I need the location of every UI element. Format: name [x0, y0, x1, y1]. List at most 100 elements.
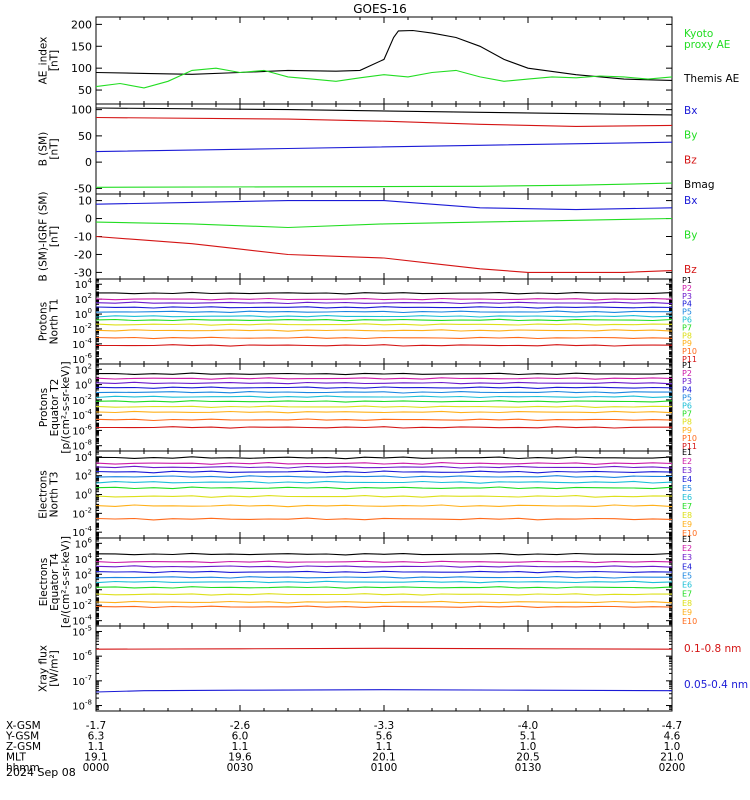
channel-label: E3	[682, 553, 692, 562]
y-tick-label: 102	[75, 567, 92, 581]
x-axis-table: X-GSM -1.7 -2.6 -3.3 -4.0 -4.7 Y-GSM 6.3 6.0 5.6 5…	[5, 720, 685, 774]
legend-entry: Bz	[684, 264, 697, 276]
y-tick-label: 50	[78, 130, 92, 143]
channel-label: P7	[682, 323, 692, 332]
channel-label: E3	[682, 466, 692, 475]
y-tick-label: 100	[75, 583, 92, 597]
series-themis-ae	[95, 29, 673, 81]
channel-label: E2	[682, 544, 692, 553]
legend-entry: 0.05-0.4 nm	[684, 679, 748, 691]
y-tick-label: 0	[85, 156, 92, 169]
x-row-value: 0000	[83, 762, 110, 774]
panel-frame	[95, 103, 673, 195]
x-row-value: 20.5	[516, 752, 539, 764]
channel-label: P11	[682, 355, 697, 364]
channel-line-p1	[96, 291, 673, 295]
channel-label: P4	[682, 385, 692, 394]
channel-line-p6	[95, 315, 673, 318]
channel-line-e1	[95, 552, 673, 556]
y-tick-label: 102	[75, 292, 92, 306]
legend-entry: proxy AE	[684, 39, 730, 51]
y-axis-label: B (SM)-IGRF (SM)	[38, 191, 50, 281]
channel-line-e1	[95, 456, 673, 460]
y-tick-label: 100	[71, 104, 92, 117]
channel-line-p1	[96, 372, 673, 376]
channel-line-p5	[95, 310, 672, 314]
channel-line-p8	[95, 405, 673, 408]
y-tick-label: 100	[75, 378, 92, 392]
y-axis-label: Equator T2	[49, 379, 61, 437]
x-row-label: Z-GSM	[6, 741, 41, 753]
legend-entry: Bmag	[684, 179, 715, 191]
channel-label: P1	[682, 361, 692, 370]
channel-label: P4	[682, 300, 692, 309]
channel-label: P6	[682, 402, 692, 411]
y-tick-label: 10-4	[72, 614, 92, 628]
y-axis-label: Protons	[38, 388, 50, 427]
channel-line-p10	[95, 336, 673, 340]
panel-frame	[95, 193, 673, 280]
series-by	[95, 217, 673, 229]
panel-bsm: -50 0 50 100 B (SM) [nT] Bx By Bz Bmag	[38, 103, 715, 195]
series-0-05-0-4-nm	[95, 689, 673, 693]
legend-entry: Kyoto	[684, 28, 713, 40]
x-row-value: 1.1	[88, 741, 105, 753]
panel-igrf: -30 -20 -10 0 10 B (SM)-IGRF (SM) [nT] Bx By Bz	[38, 191, 698, 281]
y-tick-label: 104	[75, 277, 93, 291]
y-tick-label: 10-6	[72, 649, 92, 663]
channel-line-e7	[95, 486, 673, 490]
panel-frame	[95, 625, 673, 712]
channel-label: E1	[682, 448, 692, 457]
y-axis-label: [nT]	[49, 226, 61, 247]
channel-line-p6	[95, 395, 673, 399]
y-tick-label: 102	[75, 469, 92, 483]
channel-line-p2	[95, 297, 673, 301]
channel-line-p9	[95, 410, 673, 414]
x-row-value: 5.1	[520, 731, 537, 743]
channel-line-p10	[95, 418, 673, 422]
x-row-label: hhmm	[6, 762, 40, 774]
y-tick-label: 10-6	[72, 423, 92, 437]
legend-entry: By	[684, 130, 697, 142]
channel-line-p3	[95, 381, 673, 385]
channel-label: P9	[682, 339, 692, 348]
channel-label: E10	[682, 529, 697, 538]
x-row-value: 5.6	[376, 731, 393, 743]
x-row-value: 1.0	[664, 741, 681, 753]
series-bz	[95, 116, 673, 127]
y-tick-label: -20	[74, 248, 92, 261]
channel-line-e6	[95, 580, 673, 584]
series-kyoto-proxy-ae	[95, 67, 673, 89]
channel-label: P8	[682, 331, 692, 340]
y-axis-label: Equator T4	[49, 553, 61, 611]
legend-entry: 0.1-0.8 nm	[684, 643, 741, 655]
x-row-value: 4.6	[664, 731, 681, 743]
y-tick-label: 100	[75, 307, 92, 321]
panel-frame	[95, 16, 673, 105]
x-row-value: -1.7	[86, 720, 107, 732]
x-row-value: 1.1	[232, 741, 249, 753]
channel-label: P5	[682, 308, 692, 317]
x-row-value: 0200	[659, 762, 686, 774]
y-tick-label: 10-6	[72, 352, 92, 366]
y-tick-label: -30	[74, 266, 92, 279]
legend-entry: Bx	[684, 105, 697, 117]
channel-line-e2	[95, 560, 673, 564]
y-axis-label: North T3	[49, 472, 61, 518]
x-row-value: 0100	[371, 762, 398, 774]
channel-label: E8	[682, 599, 692, 608]
y-axis-label: [nT]	[49, 50, 61, 71]
channel-label: P1	[682, 276, 692, 285]
y-tick-label: 10-8	[72, 699, 92, 713]
channel-label: E7	[682, 590, 692, 599]
channel-line-e10	[95, 517, 673, 521]
channel-line-p9	[95, 329, 673, 332]
channel-label: P5	[682, 393, 692, 402]
channel-line-p4	[95, 306, 673, 309]
y-tick-label: 10-4	[72, 337, 92, 351]
channel-label: P6	[682, 316, 692, 325]
series-0-1-0-8-nm	[95, 647, 673, 650]
channel-label: E4	[682, 562, 692, 571]
y-axis-label: [p/(cm²-s-sr-keV)]	[60, 361, 72, 453]
